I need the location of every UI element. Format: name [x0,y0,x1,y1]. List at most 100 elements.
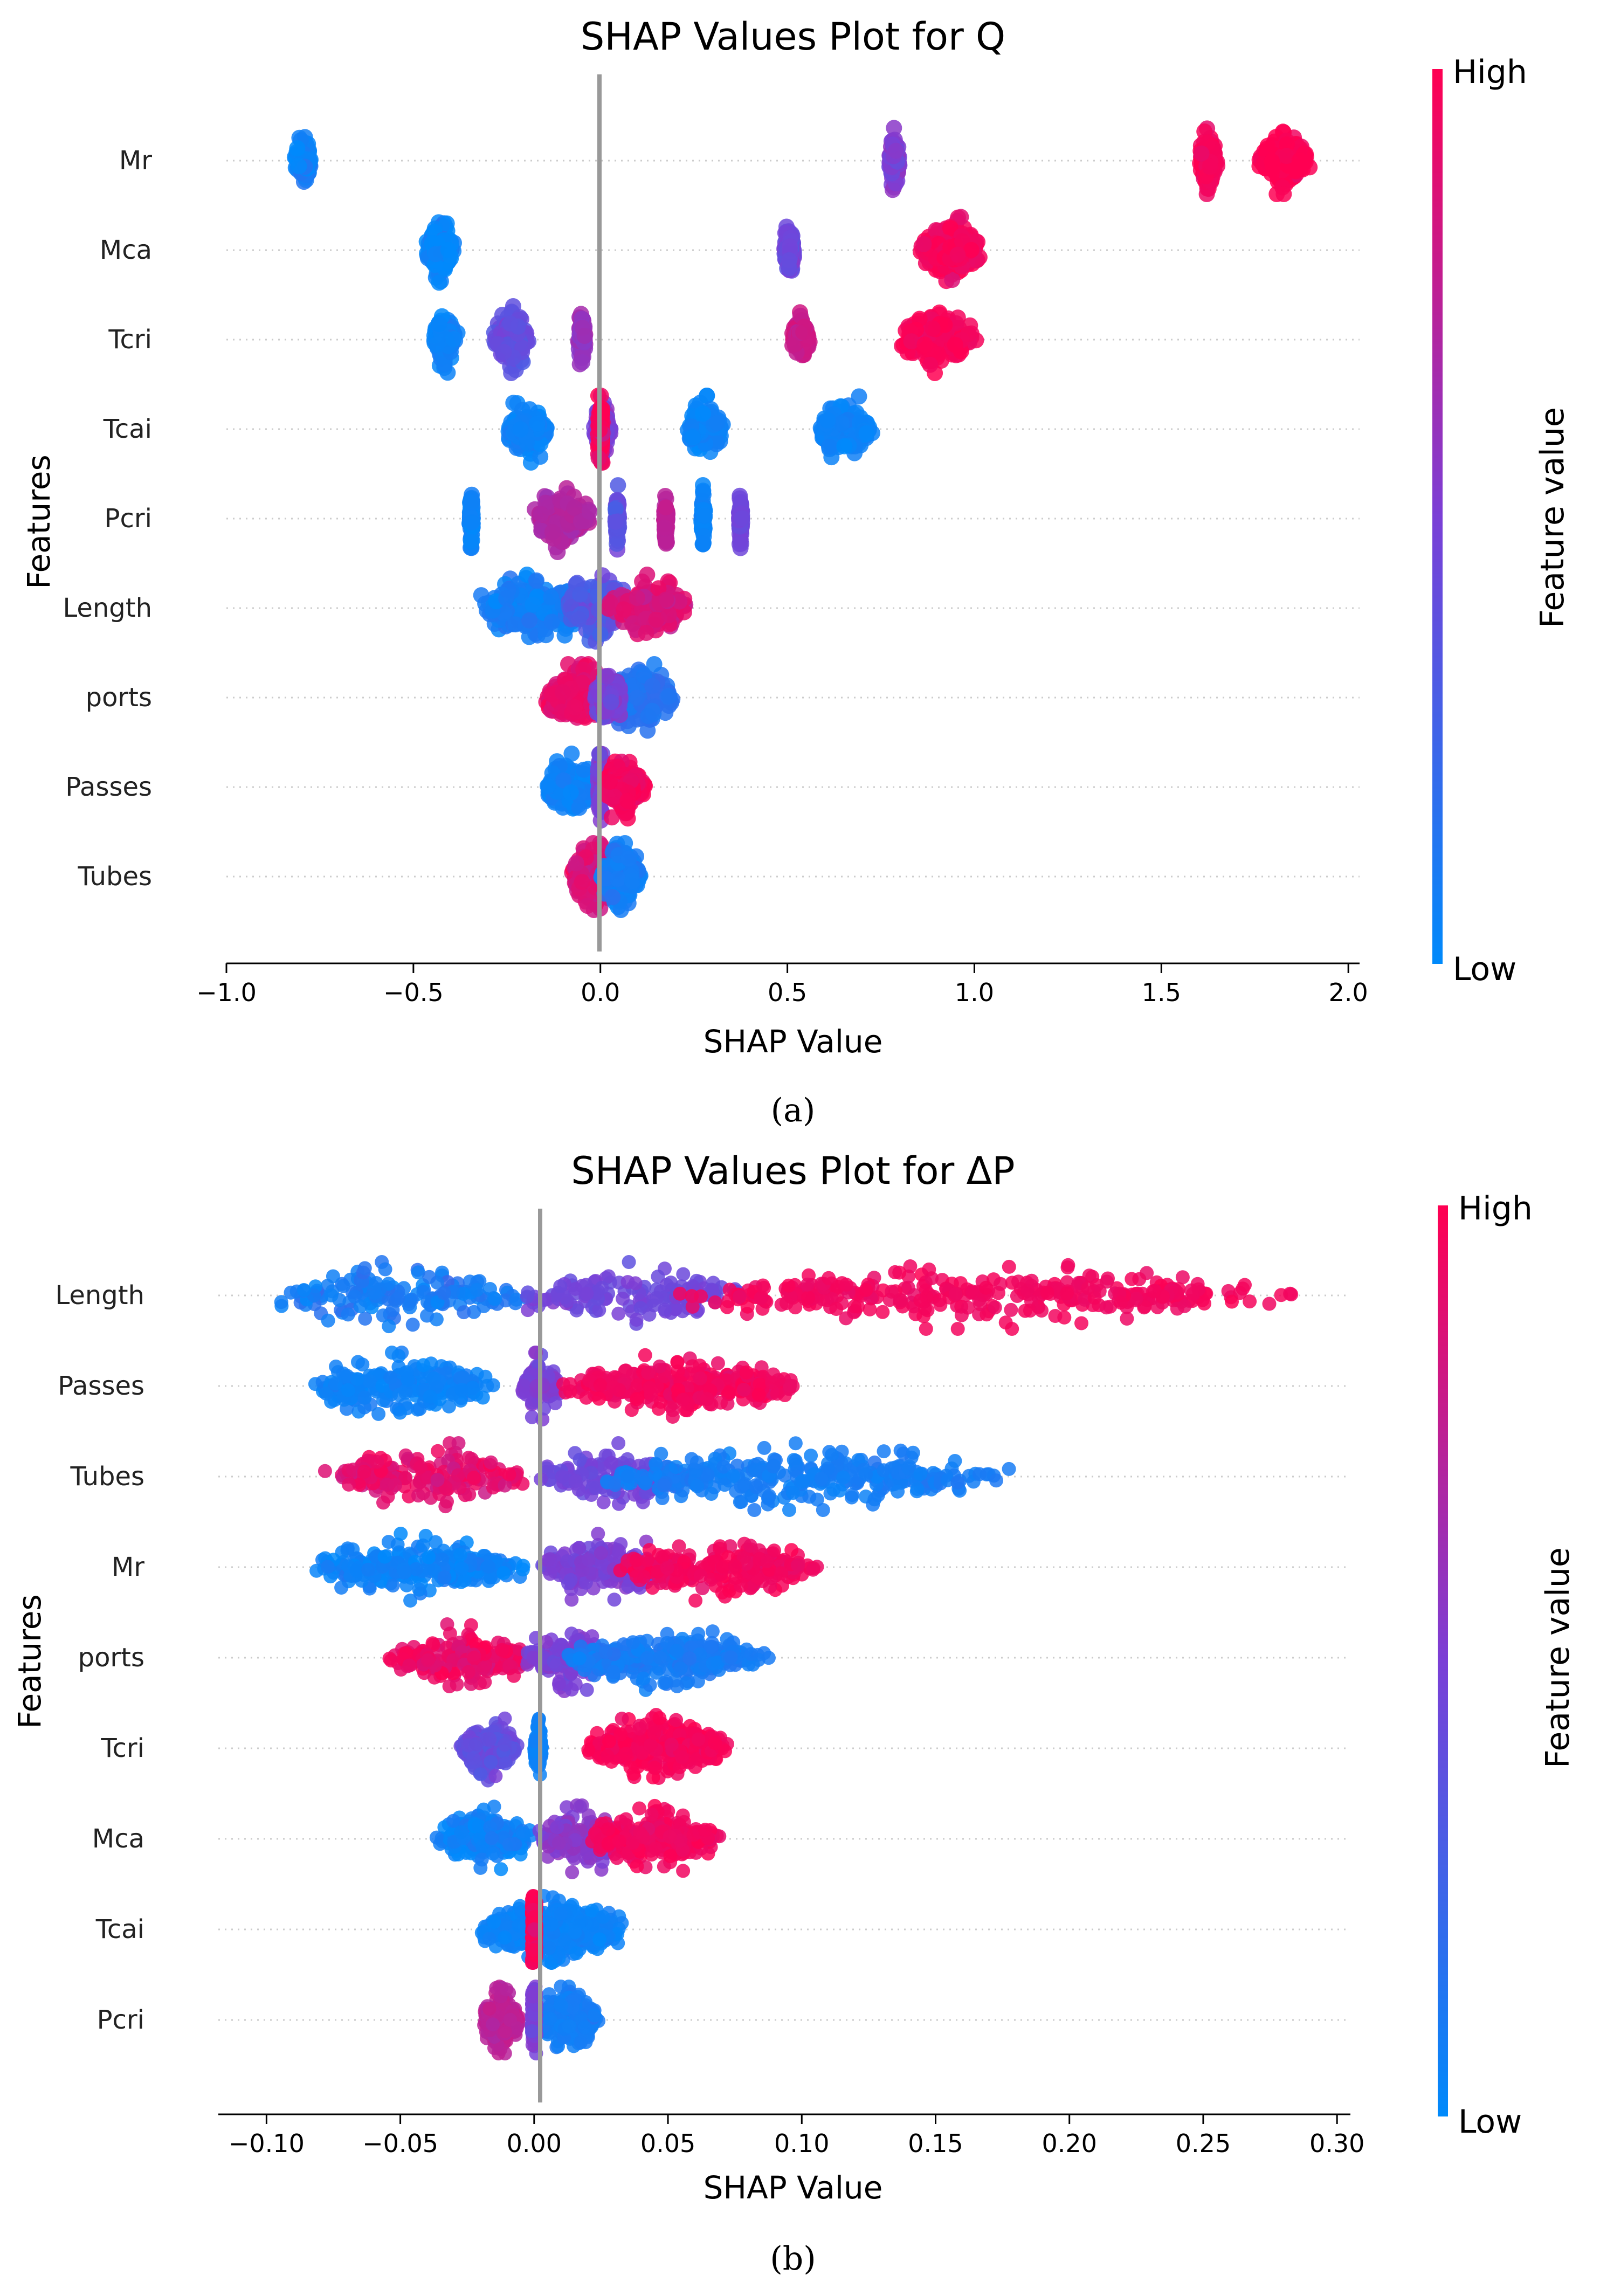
shap-point [622,1255,636,1269]
feature-label-tcai: Tcai [95,1914,144,1945]
feature-label-tubes: Tubes [78,861,152,892]
shap-point [616,601,632,617]
panel-a-ylabel: Features [20,454,57,589]
x-tick-label: −1.0 [196,978,257,1007]
shap-point [274,1295,288,1309]
shap-point [859,425,875,442]
shap-point [528,573,544,589]
shap-point [321,1314,335,1328]
shap-point [925,320,941,336]
x-tick-label: 1.5 [1142,978,1181,1007]
shap-point [555,684,571,700]
shap-point [819,412,836,429]
shap-point [348,1290,362,1304]
shap-point [1202,159,1218,175]
shap-point [695,405,711,422]
shap-point [609,759,625,775]
shap-point [533,506,549,522]
feature-label-ports: ports [78,1643,144,1673]
shap-point [851,388,867,404]
shap-point [567,699,583,715]
shap-point [431,274,447,291]
shap-point [431,316,447,332]
shap-point [625,615,642,631]
shap-point [629,690,645,706]
shap-point [640,708,656,724]
panel-b-feature-labels: LengthPassesTubesMrportsTcriMcaTcaiPcri [55,1280,144,2035]
shap-point [658,499,674,515]
shap-point [574,675,590,691]
panel-a-colorbar [1432,69,1443,964]
shap-point [916,236,932,252]
panel-b: SHAP Values Plot for ΔP Features SHAP Va… [11,1149,1577,2278]
panel-a-colorbar-high: High [1453,53,1527,91]
shap-point [610,477,626,493]
feature-label-pcri: Pcri [97,2005,144,2035]
shap-point [568,855,584,871]
shap-point [904,333,920,349]
shap-point [1275,186,1292,202]
shap-point [544,614,560,630]
shap-point [437,1286,451,1300]
shap-point [529,416,546,432]
shap-point [696,528,712,544]
shap-point [582,504,598,520]
panel-a-subfigure-label: (a) [771,1092,816,1129]
shap-point [563,784,579,801]
shap-point [594,404,610,420]
shap-point [326,1270,340,1284]
feature-label-passes: Passes [65,772,152,802]
shap-point [658,591,674,608]
panel-b-title: SHAP Values Plot for ΔP [571,1149,1015,1193]
feature-label-passes: Passes [58,1371,144,1401]
shap-point [382,1319,396,1333]
shap-point [624,873,640,889]
shap-point [836,438,852,454]
panel-b-ylabel: Features [11,1594,48,1728]
shap-point [602,594,618,610]
shap-point [488,1292,502,1306]
shap-point [594,567,610,583]
feature-label-mr: Mr [119,146,152,176]
feature-label-length: Length [55,1280,144,1311]
panel-a-xlabel: SHAP Value [704,1023,883,1060]
shap-point [336,1279,350,1293]
panel-a-colorbar-label: Feature value [1534,407,1571,628]
shap-point [922,357,938,373]
shap-point [325,1288,339,1302]
feature-label-mr: Mr [112,1552,144,1582]
shap-point [638,625,654,641]
shap-point [821,439,837,455]
shap-point [525,597,541,613]
x-tick-label: 1.0 [955,978,994,1007]
shap-point [373,1283,387,1297]
shap-point [576,328,592,344]
shap-point [572,587,588,603]
x-tick-label: −0.5 [383,978,444,1007]
panel-a-title: SHAP Values Plot for Q [581,15,1005,59]
figure: SHAP Values Plot for Q Features SHAP Val… [0,0,1600,2296]
feature-label-length: Length [63,593,152,623]
shap-point [608,514,624,530]
x-tick-label: 0.0 [581,978,620,1007]
shap-point [341,1307,355,1321]
feature-label-ports: ports [86,682,152,713]
shap-point [457,1305,471,1319]
shap-point [521,612,537,629]
shap-point [695,484,711,500]
shap-point [696,508,713,524]
shap-point [661,688,678,704]
shap-point [566,500,582,516]
shap-point [463,534,479,550]
panel-b-xlabel: SHAP Value [704,2169,883,2206]
shap-point [1264,154,1280,170]
shap-point [1292,152,1308,168]
shap-point [611,1307,625,1321]
shap-point [947,337,963,353]
panel-a-colorbar-low: Low [1453,950,1516,988]
shap-point [544,524,561,540]
shap-point [576,762,592,778]
shap-point [574,354,590,370]
shap-point [378,1263,392,1277]
